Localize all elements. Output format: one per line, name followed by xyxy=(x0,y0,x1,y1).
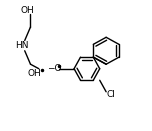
Text: OH: OH xyxy=(28,69,41,78)
Text: Cl: Cl xyxy=(107,91,116,99)
Text: −O: −O xyxy=(47,64,61,73)
Text: HN: HN xyxy=(15,41,28,50)
Text: OH: OH xyxy=(20,6,34,15)
